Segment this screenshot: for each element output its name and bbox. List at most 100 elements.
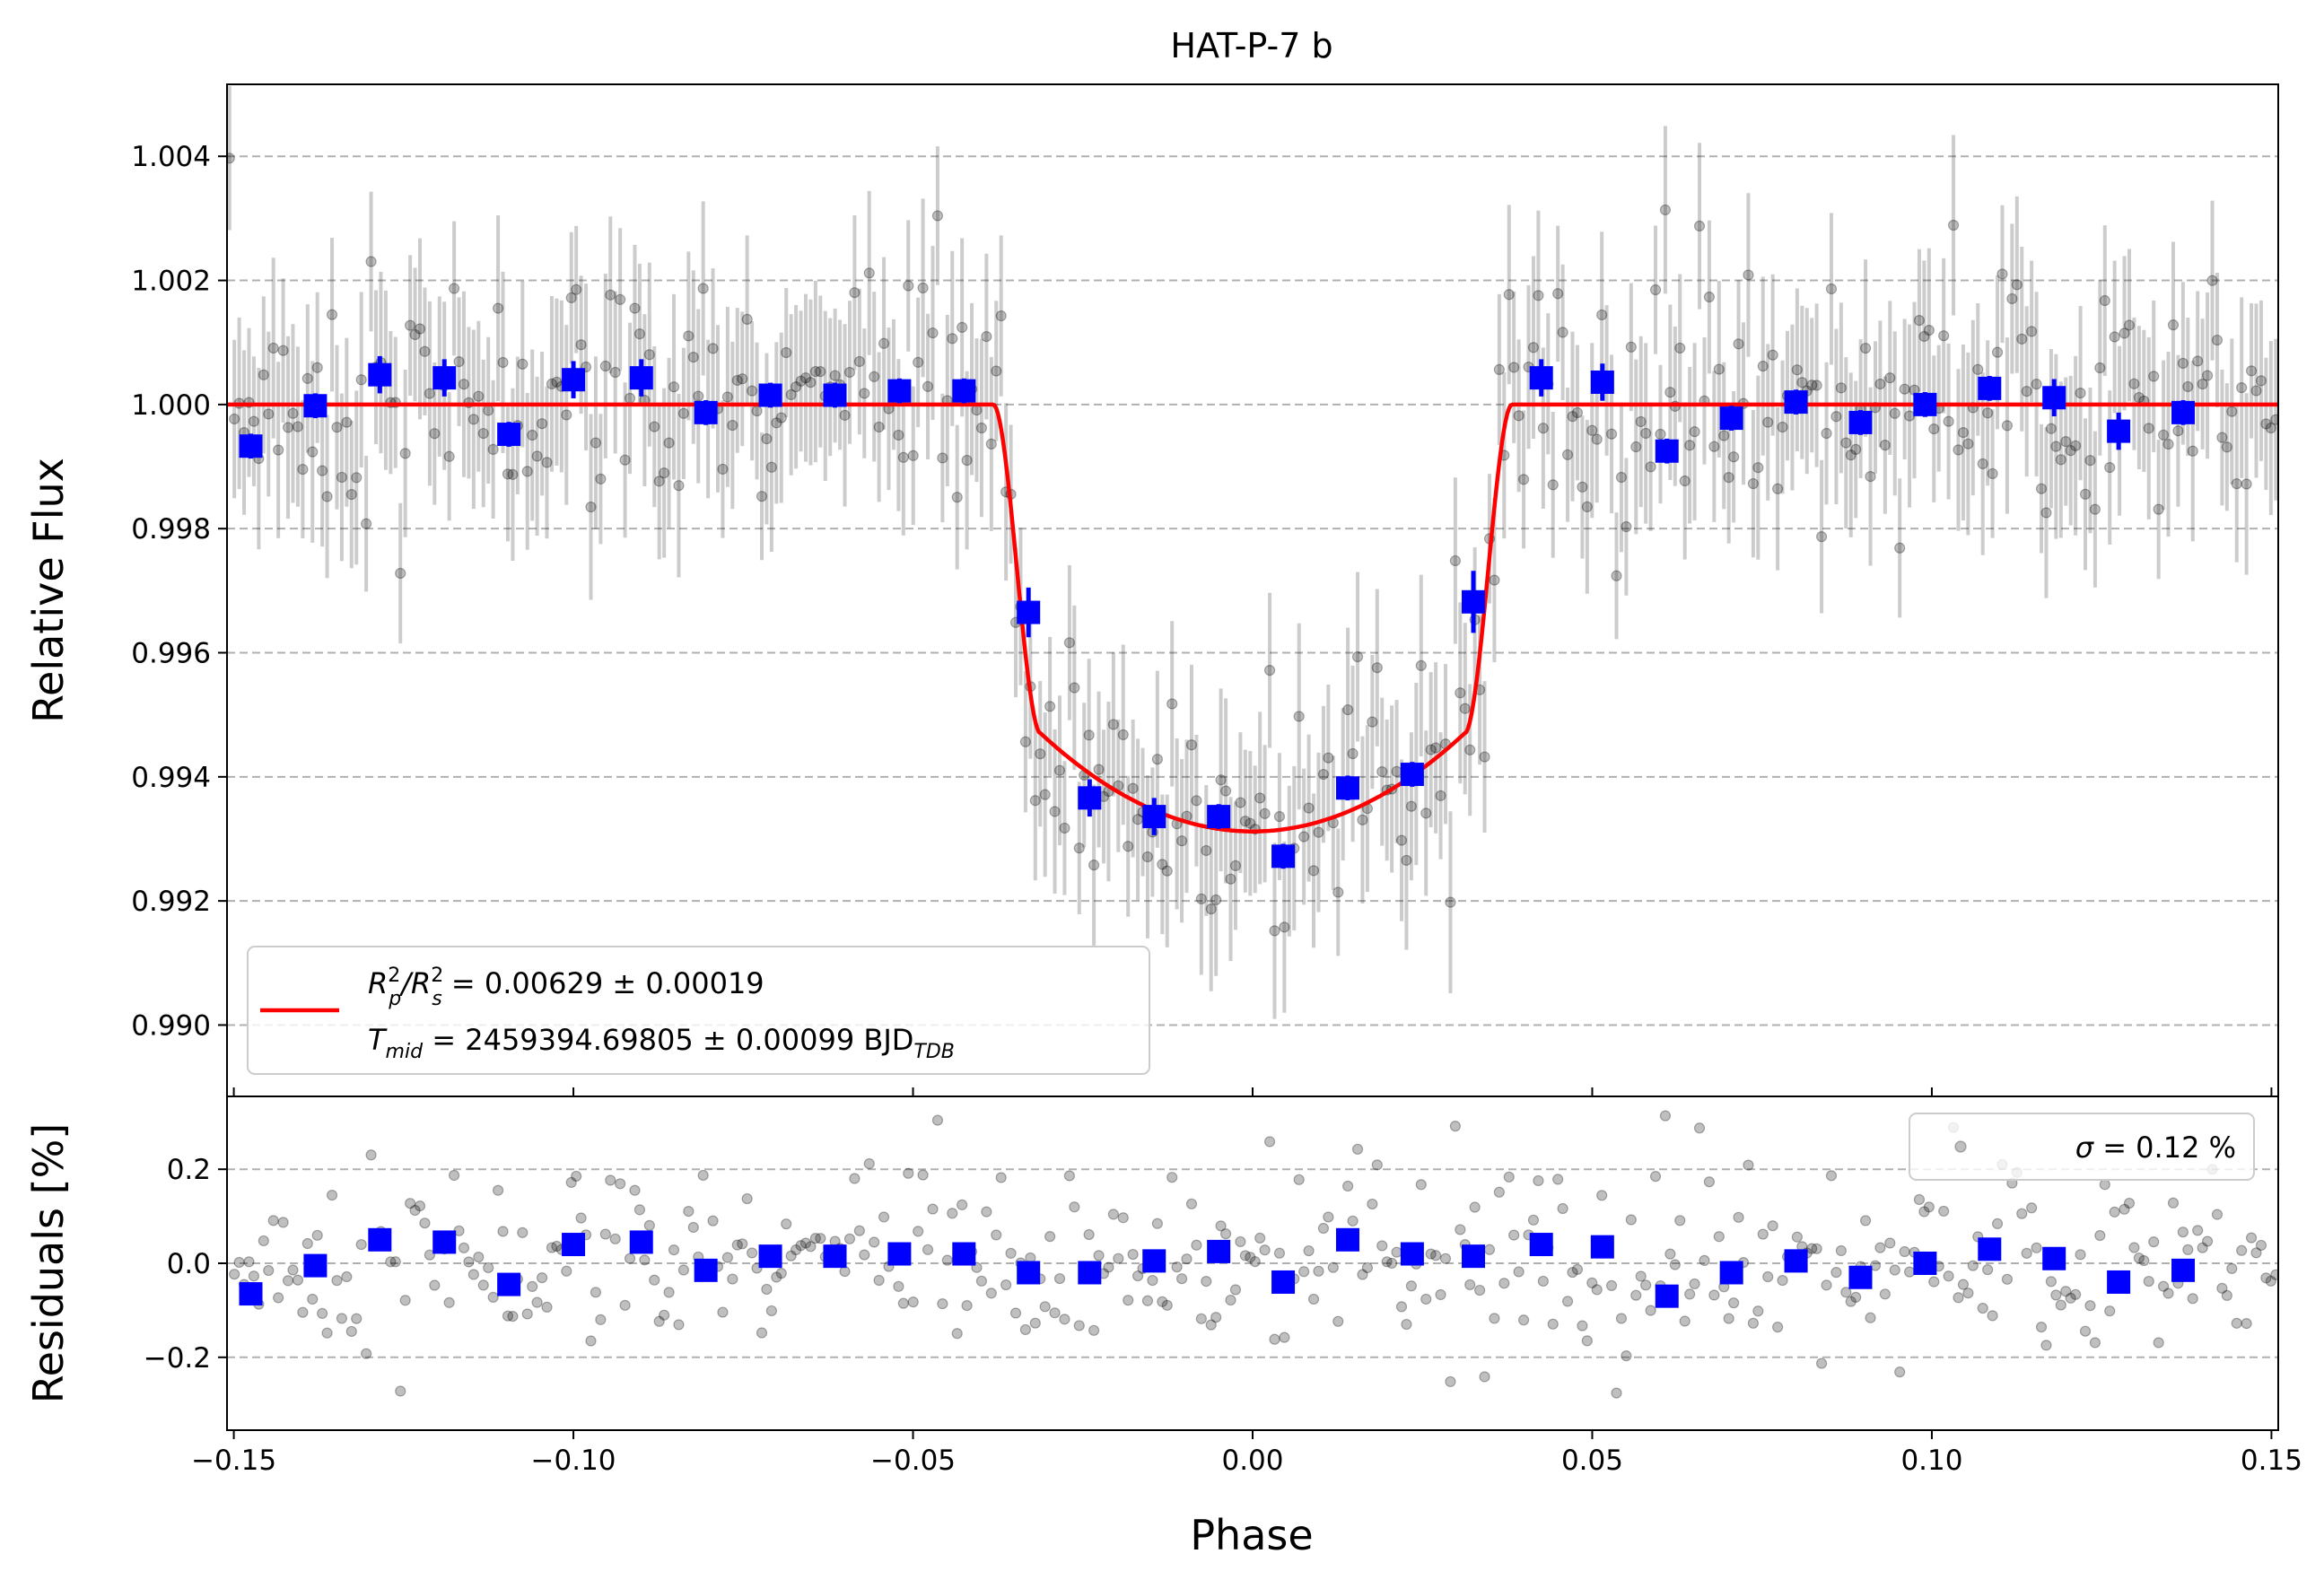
flux-raw-point <box>668 381 680 393</box>
residual-raw-point <box>483 1261 494 1274</box>
residual-raw-point <box>897 1297 909 1309</box>
flux-raw-point <box>1127 782 1139 794</box>
flux-raw-point <box>1777 421 1788 433</box>
residual-raw-point <box>273 1292 284 1304</box>
flux-raw-point <box>1962 438 1974 450</box>
residual-raw-point <box>1982 1264 1994 1276</box>
flux-raw-point <box>1527 342 1540 354</box>
residual-raw-point <box>1249 1256 1261 1268</box>
residual-raw-point <box>2182 1244 2194 1256</box>
residual-raw-point <box>1205 1319 1217 1331</box>
flux-raw-point <box>1923 324 1935 336</box>
flux-binned-point <box>1017 600 1041 624</box>
phase-x-tick-label: 0.00 <box>1221 1445 1283 1477</box>
flux-raw-point <box>561 409 572 421</box>
flux-binned-point <box>1590 370 1614 394</box>
residual-y-tick-label: 0.0 <box>167 1248 211 1280</box>
flux-raw-point <box>859 388 870 399</box>
flux-raw-point <box>1811 380 1822 391</box>
residual-raw-point <box>1581 1335 1593 1347</box>
flux-raw-point <box>2128 378 2140 389</box>
flux-raw-point <box>1029 795 1041 807</box>
flux-raw-point <box>2192 355 2204 367</box>
flux-binned-point <box>1142 805 1166 829</box>
flux-raw-point <box>1376 766 1388 778</box>
residual-raw-point <box>345 1325 357 1338</box>
flux-raw-point <box>2089 503 2101 515</box>
flux-raw-point <box>829 370 841 381</box>
flux-raw-point <box>2206 275 2218 286</box>
residual-raw-point <box>477 1279 489 1291</box>
residual-raw-point <box>1899 1245 1910 1258</box>
flux-raw-point <box>1918 330 1930 343</box>
flux-raw-point <box>1235 797 1246 808</box>
residual-raw-point <box>1273 1247 1286 1259</box>
flux-raw-point <box>1645 461 1656 473</box>
residual-binned-point <box>1017 1261 1041 1285</box>
flux-raw-point <box>741 313 753 325</box>
flux-binned-point <box>694 400 718 424</box>
residual-raw-point <box>1640 1279 1652 1291</box>
residual-raw-point <box>2084 1300 2096 1312</box>
residual-raw-point <box>639 1254 651 1266</box>
flux-raw-point <box>961 454 973 467</box>
flux-raw-point <box>1561 449 1574 460</box>
residual-raw-point <box>1420 1293 1432 1305</box>
residual-raw-point <box>1029 1317 1041 1329</box>
residual-raw-point <box>571 1170 582 1183</box>
residual-raw-point <box>1533 1174 1544 1187</box>
residual-binned-point <box>758 1244 782 1269</box>
flux-raw-point <box>1053 764 1066 776</box>
residual-raw-point <box>2216 1282 2228 1294</box>
flux-raw-point <box>361 518 372 529</box>
flux-binned-point <box>1335 776 1359 800</box>
residual-raw-point <box>1059 1314 1070 1325</box>
flux-raw-point <box>1611 570 1622 581</box>
flux-raw-point <box>693 390 704 402</box>
residual-raw-point <box>1039 1301 1051 1313</box>
flux-raw-point <box>927 327 939 339</box>
residual-raw-point <box>683 1206 695 1218</box>
flux-raw-point <box>922 380 934 392</box>
flux-raw-point <box>1298 831 1310 842</box>
residual-raw-point <box>1611 1387 1622 1399</box>
flux-raw-point <box>1840 437 1852 449</box>
residual-raw-point <box>2075 1249 2086 1261</box>
flux-raw-point <box>985 438 997 450</box>
residual-raw-point <box>2255 1239 2267 1252</box>
flux-raw-point <box>809 365 821 378</box>
flux-binned-point <box>1078 786 1102 810</box>
flux-raw-point <box>341 416 353 428</box>
legend-sigma-label: σ = 0.12 % <box>2075 1130 2236 1165</box>
flux-raw-point <box>2182 380 2194 393</box>
residual-binned-point <box>497 1272 521 1296</box>
residual-raw-point <box>575 1212 587 1224</box>
residual-raw-point <box>1175 1273 1188 1285</box>
residual-raw-point <box>1489 1313 1500 1324</box>
residual-raw-point <box>429 1279 441 1291</box>
residual-raw-point <box>355 1238 367 1251</box>
flux-raw-point <box>2153 503 2164 515</box>
residual-raw-point <box>737 1238 748 1250</box>
residual-raw-point <box>1649 1171 1662 1183</box>
flux-raw-point <box>1185 739 1198 751</box>
flux-raw-point <box>1845 450 1857 461</box>
residual-binned-point <box>1784 1249 1808 1273</box>
flux-binned-point <box>1400 763 1424 787</box>
residual-raw-point <box>414 1200 426 1212</box>
flux-raw-point <box>551 376 563 388</box>
flux-raw-point <box>917 282 929 294</box>
flux-raw-point <box>1577 481 1588 493</box>
residual-raw-point <box>1659 1110 1672 1122</box>
residual-raw-point <box>1503 1171 1515 1183</box>
residual-raw-point <box>317 1307 328 1319</box>
flux-raw-point <box>1151 754 1163 765</box>
flux-raw-point <box>1395 834 1408 846</box>
residual-raw-point <box>2104 1305 2116 1317</box>
flux-raw-point <box>1449 554 1461 567</box>
flux-raw-point <box>2055 454 2066 466</box>
flux-raw-point <box>1957 426 1970 439</box>
flux-raw-point <box>1649 284 1662 296</box>
flux-raw-point <box>1332 886 1344 898</box>
